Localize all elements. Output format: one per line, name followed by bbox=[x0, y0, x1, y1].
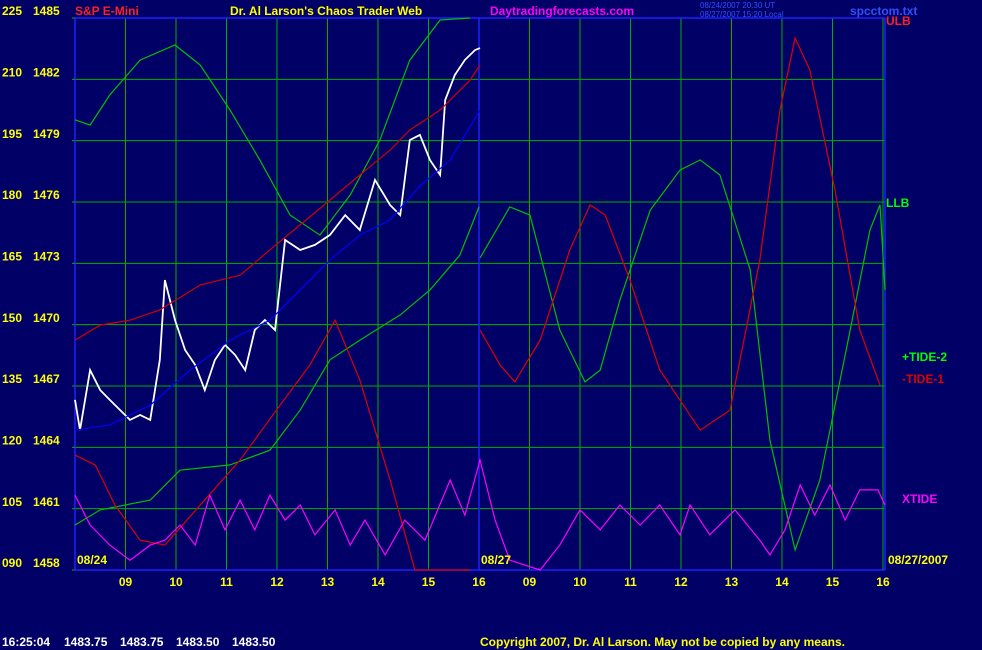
y2-tick-label: 1461 bbox=[33, 495, 60, 509]
x-tick-label: 16 bbox=[472, 575, 486, 589]
annotation: 08/24 bbox=[77, 553, 107, 567]
x-tick-label: 09 bbox=[523, 575, 537, 589]
y-tick-label: 135 bbox=[2, 372, 22, 386]
y-tick-label: 120 bbox=[2, 434, 22, 448]
status-quote: 1483.50 bbox=[176, 635, 220, 649]
y2-tick-label: 1485 bbox=[33, 4, 60, 18]
y-tick-label: 210 bbox=[2, 66, 22, 80]
series-line bbox=[74, 36, 881, 571]
y2-tick-label: 1476 bbox=[33, 188, 60, 202]
x-tick-label: 14 bbox=[775, 575, 789, 589]
annotation: 08/27/2007 bbox=[888, 553, 948, 567]
copyright: Copyright 2007, Dr. Al Larson. May not b… bbox=[480, 635, 845, 649]
y-tick-label: 090 bbox=[2, 556, 22, 570]
y-tick-label: 195 bbox=[2, 127, 22, 141]
x-tick-label: 09 bbox=[119, 575, 133, 589]
y-tick-label: 105 bbox=[2, 495, 22, 509]
y2-tick-label: 1473 bbox=[33, 250, 60, 264]
chart-title: Dr. Al Larson's Chaos Trader Web bbox=[230, 4, 422, 18]
x-tick-label: 10 bbox=[169, 575, 183, 589]
annotation: ULB bbox=[886, 14, 911, 28]
series-line bbox=[74, 109, 481, 431]
x-tick-label: 10 bbox=[573, 575, 587, 589]
x-tick-label: 13 bbox=[725, 575, 739, 589]
x-tick-label: 14 bbox=[371, 575, 385, 589]
x-tick-label: 11 bbox=[220, 575, 233, 589]
series-line bbox=[74, 64, 481, 341]
series-line bbox=[74, 17, 470, 236]
y2-tick-label: 1464 bbox=[33, 434, 60, 448]
y2-tick-label: 1479 bbox=[33, 127, 60, 141]
instrument: S&P E-Mini bbox=[75, 4, 139, 18]
annotation: LLB bbox=[886, 196, 910, 210]
y2-tick-label: 1458 bbox=[33, 556, 60, 570]
x-tick-label: 13 bbox=[321, 575, 335, 589]
x-tick-label: 12 bbox=[270, 575, 284, 589]
y2-tick-label: 1470 bbox=[33, 311, 60, 325]
timestamp: 08/24/2007 20:30 UT bbox=[700, 1, 775, 10]
timestamp: 08/27/2007 15:20 Local bbox=[700, 10, 784, 19]
series-line bbox=[74, 159, 886, 553]
x-tick-label: 12 bbox=[674, 575, 688, 589]
status-time: 16:25:04 bbox=[2, 635, 50, 649]
x-tick-label: 16 bbox=[876, 575, 890, 589]
y-tick-label: 165 bbox=[2, 250, 22, 264]
annotation: 08/27 bbox=[481, 553, 511, 567]
status-quote: 1483.75 bbox=[64, 635, 108, 649]
legend-label: +TIDE-2 bbox=[902, 350, 947, 364]
status-quote: 1483.50 bbox=[232, 635, 276, 649]
filename: spcctom.txt bbox=[850, 4, 917, 18]
legend-label: XTIDE bbox=[902, 492, 937, 506]
x-tick-label: 15 bbox=[826, 575, 840, 589]
y-tick-label: 180 bbox=[2, 188, 22, 202]
y-tick-label: 150 bbox=[2, 311, 22, 325]
y-tick-label: 225 bbox=[2, 4, 22, 18]
marks bbox=[74, 17, 886, 571]
x-tick-label: 11 bbox=[624, 575, 637, 589]
y2-tick-label: 1482 bbox=[33, 66, 60, 80]
status-quote: 1483.75 bbox=[120, 635, 164, 649]
legend-label: -TIDE-1 bbox=[902, 372, 944, 386]
x-tick-label: 15 bbox=[422, 575, 436, 589]
y2-tick-label: 1467 bbox=[33, 372, 60, 386]
website: Daytradingforecasts.com bbox=[490, 4, 634, 18]
series-line bbox=[74, 457, 886, 571]
